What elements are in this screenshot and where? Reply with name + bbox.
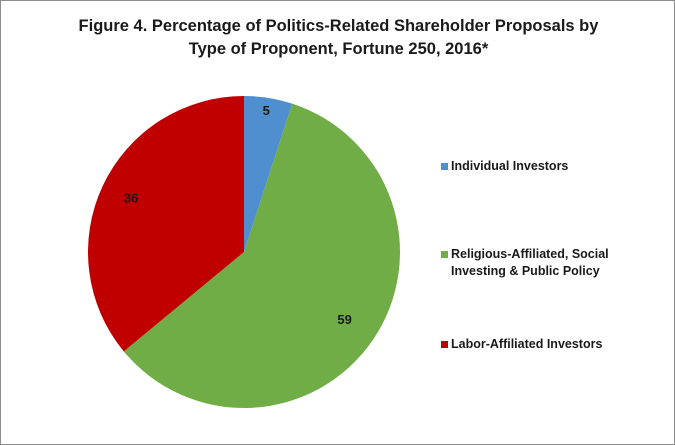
legend-item-labor-affiliated: Labor-Affiliated Investors [441,336,661,353]
pie-slice-3 [87,96,244,352]
legend-swatch-individual-investors [441,163,448,170]
legend-item-religious-affiliated: Religious-Affiliated, Social Investing &… [441,246,661,280]
legend-item-individual-investors: Individual Investors [441,158,661,175]
pie-data-label-1: 5 [263,103,270,118]
chart-title-line-2: Type of Proponent, Fortune 250, 2016* [188,40,489,58]
legend-label-religious-affiliated: Religious-Affiliated, Social Investing &… [451,247,609,278]
chart-title-line-1: Figure 4. Percentage of Politics-Related… [78,17,599,35]
pie-slice-1 [244,96,293,252]
pie-data-labels: 5 59 36 [124,103,352,327]
pie-slice-2 [123,103,401,409]
legend-swatch-labor-affiliated [441,341,448,348]
legend-label-individual-investors: Individual Investors [451,159,569,173]
pie-data-label-3: 36 [124,190,138,205]
legend-swatch-religious-affiliated [441,251,448,258]
pie-data-label-2: 59 [337,312,351,327]
legend-label-labor-affiliated: Labor-Affiliated Investors [451,337,603,351]
pie-slices [87,96,401,409]
chart-title: Figure 4. Percentage of Politics-Related… [21,15,656,61]
